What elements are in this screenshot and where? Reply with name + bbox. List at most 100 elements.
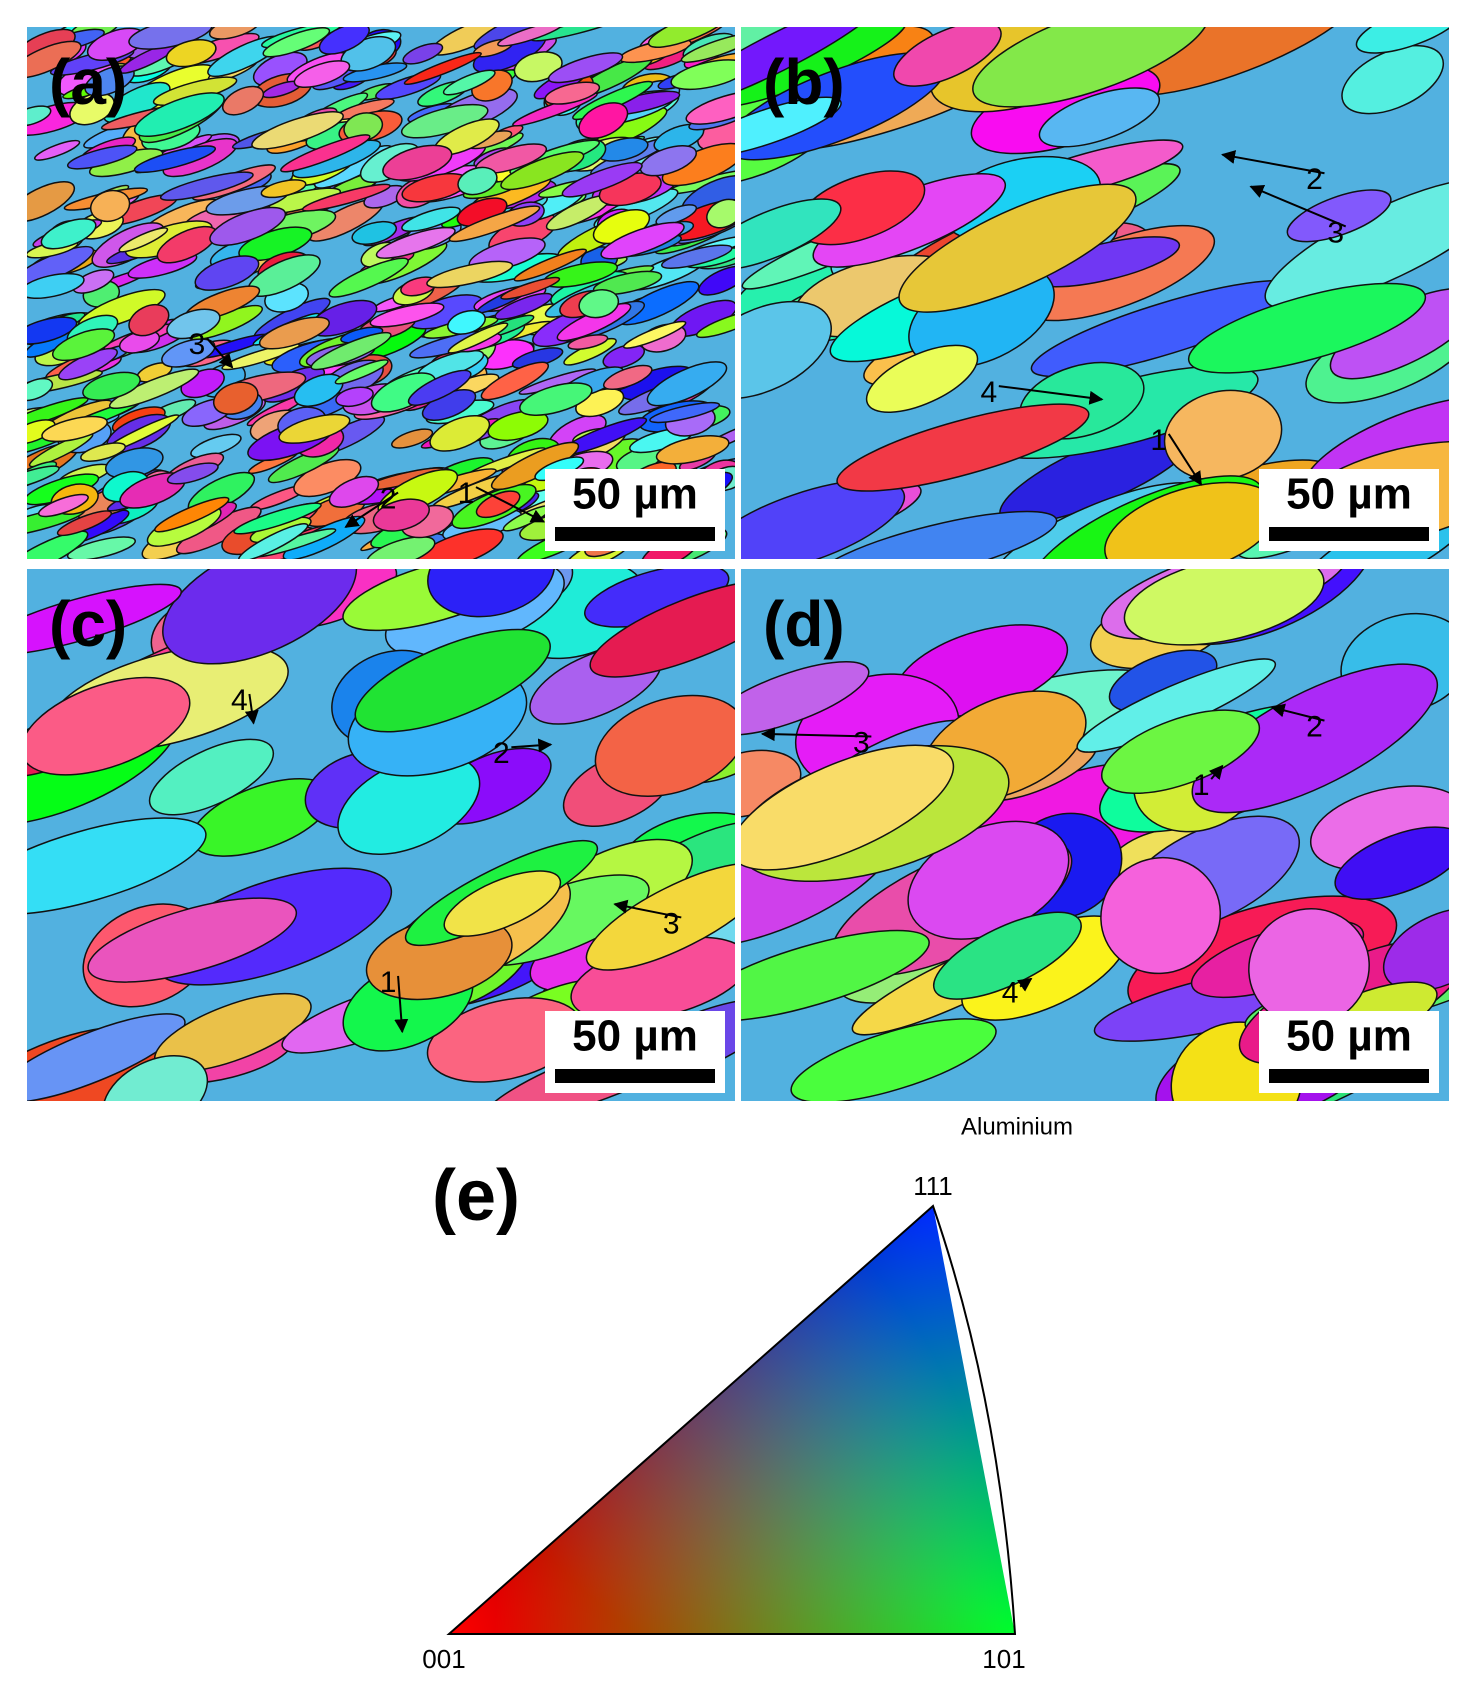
grain — [301, 183, 391, 212]
grain — [1286, 189, 1392, 243]
arrow — [511, 738, 553, 753]
arrow — [344, 491, 399, 528]
grain — [128, 303, 170, 337]
grain — [561, 161, 643, 198]
grain — [457, 166, 498, 196]
grain — [27, 676, 191, 776]
grain — [82, 371, 141, 401]
grain — [37, 493, 89, 518]
annotation: 2 — [1306, 163, 1323, 196]
grain — [622, 320, 687, 349]
grain — [519, 382, 593, 416]
grain — [544, 81, 601, 105]
grain — [1187, 282, 1427, 374]
grain — [680, 33, 735, 63]
grain — [209, 206, 287, 247]
grain — [475, 490, 521, 519]
arrow — [244, 693, 259, 725]
grain — [372, 498, 430, 532]
grain — [233, 502, 322, 535]
annotation: 3 — [1327, 216, 1344, 249]
arrow — [1016, 977, 1033, 992]
grain — [166, 462, 219, 485]
grain — [351, 220, 398, 245]
corner-label: 101 — [982, 1644, 1025, 1674]
grain — [391, 428, 434, 449]
scale-bar — [555, 1069, 715, 1083]
ebsd-panel: (b) 23 4 1 50 µm — [741, 27, 1449, 559]
grain — [159, 171, 254, 201]
grain — [251, 111, 344, 150]
arrow — [475, 486, 546, 523]
grain — [369, 302, 445, 328]
grain — [51, 328, 116, 362]
grain — [33, 139, 81, 161]
grain — [102, 1054, 209, 1101]
grain — [447, 322, 509, 354]
grain — [133, 92, 225, 137]
grain — [328, 475, 380, 508]
grain — [108, 368, 200, 410]
grain — [27, 105, 52, 127]
grain — [27, 40, 82, 79]
grain — [741, 661, 870, 736]
ipf-legend: Aluminium (e) 001 101 111 — [422, 1113, 1073, 1674]
grain — [639, 145, 697, 177]
arrow — [1221, 150, 1325, 175]
grain — [27, 1013, 186, 1101]
grain — [741, 479, 906, 559]
grain — [513, 248, 588, 282]
grain — [89, 189, 131, 223]
arrow — [1208, 764, 1224, 780]
grain — [426, 260, 514, 289]
grain — [221, 85, 265, 116]
grain — [162, 569, 358, 665]
grain — [500, 151, 585, 191]
grain — [547, 52, 624, 84]
grain — [706, 198, 735, 229]
grain — [661, 244, 733, 269]
grain — [429, 414, 491, 452]
grain — [407, 369, 472, 406]
grain — [427, 569, 556, 618]
grain — [27, 530, 89, 559]
grain — [741, 96, 842, 158]
grain — [1123, 569, 1325, 646]
grain — [280, 134, 371, 173]
annotation: 3 — [189, 328, 206, 361]
scale-bar — [1269, 527, 1429, 541]
grain — [670, 59, 735, 91]
grain — [480, 361, 549, 401]
grain — [741, 744, 955, 871]
grain — [161, 338, 216, 368]
grain — [293, 60, 351, 89]
annotation: 2 — [493, 737, 510, 770]
grain — [655, 435, 730, 465]
grain — [402, 42, 444, 65]
grain — [589, 579, 735, 678]
grain — [40, 218, 97, 250]
grain — [494, 292, 553, 320]
grain — [602, 343, 645, 369]
arrow — [998, 385, 1104, 405]
panel-label: (b) — [763, 46, 845, 118]
grain — [602, 364, 653, 391]
grain — [27, 181, 76, 223]
grain — [487, 410, 549, 442]
grain — [661, 142, 735, 187]
grain — [328, 257, 409, 298]
ebsd-panel: (d) 3 2 1 4 50 µm — [741, 569, 1449, 1101]
grain — [27, 419, 56, 445]
grain — [258, 316, 330, 350]
grain — [567, 334, 609, 350]
grain — [647, 27, 731, 48]
grain — [335, 386, 374, 408]
ebsd-panel: (a) 1 2 3 50 µm — [27, 27, 735, 559]
grain — [448, 205, 541, 243]
grain — [382, 144, 453, 181]
grain — [442, 69, 496, 96]
grain — [594, 694, 735, 798]
grain — [695, 310, 735, 339]
grain — [375, 226, 456, 259]
